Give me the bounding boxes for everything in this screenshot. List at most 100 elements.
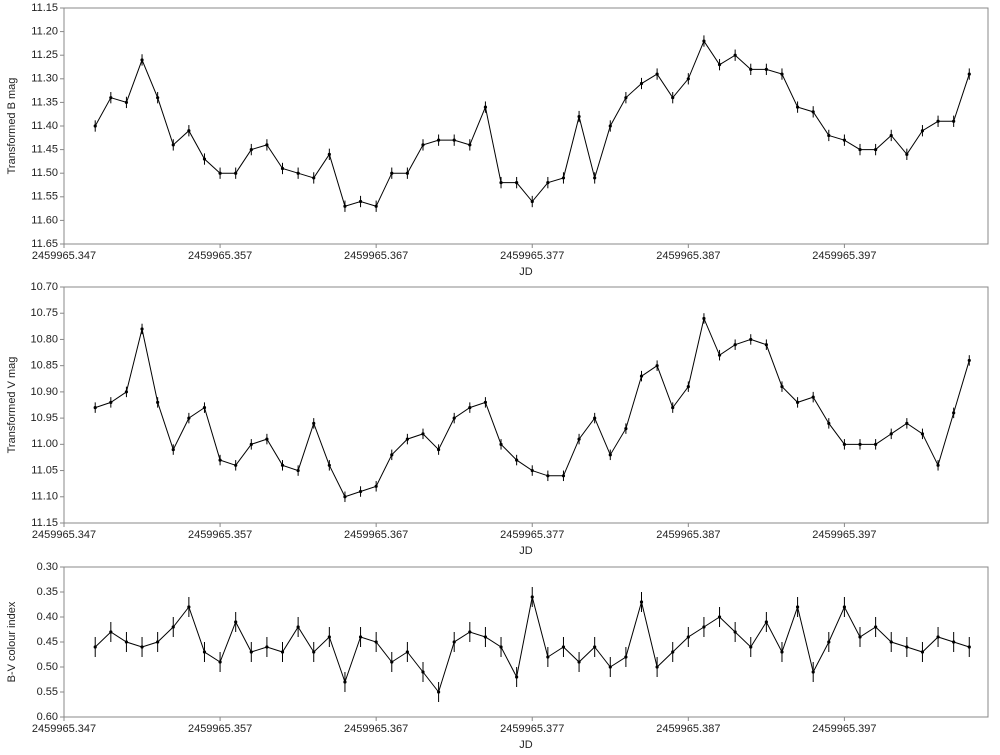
data-point (936, 635, 940, 639)
y-tick-label: 0.50 (37, 661, 58, 673)
data-point (811, 110, 815, 114)
data-point (140, 327, 144, 331)
x-tick-label: 2459965.367 (344, 250, 408, 262)
data-point (109, 96, 113, 100)
data-point (249, 148, 253, 152)
x-tick-label: 2459965.357 (188, 723, 252, 735)
data-point (124, 640, 129, 644)
data-point (483, 105, 488, 109)
data-point (374, 640, 378, 644)
data-point (827, 133, 831, 138)
data-point (936, 119, 940, 123)
data-point (124, 100, 129, 104)
data-point (202, 650, 207, 654)
data-point (218, 458, 222, 462)
data-point (936, 463, 940, 467)
data-point (171, 143, 175, 147)
data-point (312, 650, 316, 654)
data-point (795, 400, 800, 404)
x-tick-label: 2459965.347 (32, 250, 96, 262)
data-point (702, 316, 706, 321)
data-point (405, 437, 409, 441)
data-point (265, 437, 269, 441)
y-tick-label: 11.15 (31, 2, 58, 14)
data-point (156, 640, 160, 644)
data-point (655, 665, 659, 669)
y-axis-title: Transformed B mag (6, 78, 18, 175)
data-point (795, 605, 800, 609)
data-point (312, 176, 316, 180)
x-tick-label: 2459965.347 (32, 529, 96, 541)
data-point (312, 421, 316, 425)
data-point (140, 645, 144, 649)
data-point (577, 660, 581, 664)
data-point (874, 148, 878, 152)
y-tick-label: 0.60 (37, 711, 58, 723)
data-point (561, 176, 566, 180)
data-point (499, 645, 503, 649)
y-tick-label: 11.10 (31, 491, 58, 503)
data-point (874, 442, 878, 446)
data-point (889, 133, 893, 138)
data-point (952, 119, 956, 123)
data-point (327, 635, 331, 639)
x-tick-label: 2459965.397 (812, 723, 876, 735)
y-tick-label: 11.55 (31, 191, 58, 203)
data-point (374, 484, 378, 488)
data-point (764, 620, 768, 624)
data-point (249, 650, 253, 654)
data-point (671, 650, 675, 654)
data-point (327, 152, 331, 156)
x-tick-label: 2459965.387 (656, 723, 720, 735)
data-point (202, 157, 207, 161)
data-point (280, 650, 285, 654)
data-point (358, 199, 363, 204)
data-point (452, 640, 456, 644)
data-point (624, 655, 628, 659)
data-point (468, 406, 472, 410)
data-point (124, 390, 129, 394)
data-point (515, 675, 519, 679)
data-point (499, 442, 503, 446)
y-tick-label: 0.40 (37, 611, 58, 623)
y-tick-label: 0.30 (37, 561, 58, 573)
data-point (920, 432, 925, 436)
y-axis-title: Transformed V mag (6, 357, 18, 454)
data-point (811, 395, 815, 399)
data-point (702, 625, 706, 629)
data-point (218, 171, 222, 175)
data-point (858, 635, 862, 639)
data-point (811, 670, 815, 674)
data-point (343, 680, 347, 684)
data-point (468, 630, 472, 634)
data-point (390, 171, 394, 175)
x-tick-label: 2459965.397 (812, 250, 876, 262)
data-point (405, 650, 409, 654)
data-point (483, 635, 488, 639)
data-point (842, 442, 847, 446)
data-point (967, 645, 971, 649)
data-point (296, 468, 300, 473)
data-point (390, 453, 394, 457)
data-point (733, 630, 737, 634)
data-point (671, 406, 675, 410)
data-point (296, 625, 300, 629)
data-point (561, 474, 566, 478)
y-tick-label: 10.75 (30, 307, 58, 319)
data-point (171, 625, 175, 629)
data-point (187, 416, 191, 420)
data-point (905, 421, 909, 425)
plot-frame (63, 566, 989, 718)
x-tick-label: 2459965.377 (500, 529, 564, 541)
data-point (593, 416, 597, 420)
data-point (202, 406, 207, 410)
y-tick-label: 10.80 (30, 333, 58, 345)
data-point (390, 660, 394, 664)
data-point (421, 432, 425, 436)
data-point (655, 364, 659, 368)
data-point (780, 72, 784, 76)
y-tick-label: 11.15 (31, 517, 58, 529)
data-point (858, 442, 862, 446)
y-tick-label: 0.45 (37, 636, 58, 648)
data-point (436, 447, 441, 452)
